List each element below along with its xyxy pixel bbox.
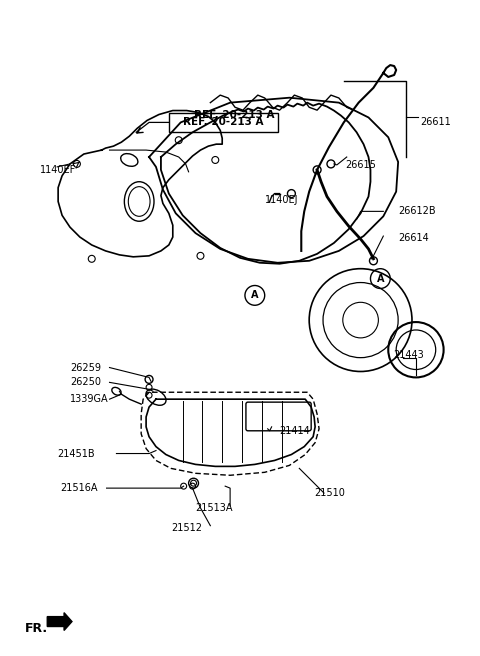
Text: 21516A: 21516A bbox=[60, 483, 97, 493]
Polygon shape bbox=[47, 613, 72, 630]
Text: A: A bbox=[251, 291, 259, 300]
Text: 26612B: 26612B bbox=[398, 207, 436, 216]
Text: 21414: 21414 bbox=[279, 426, 310, 436]
Text: 26259: 26259 bbox=[70, 363, 101, 373]
Text: 21443: 21443 bbox=[393, 350, 424, 359]
Text: 26615: 26615 bbox=[345, 160, 376, 170]
Text: A: A bbox=[377, 274, 384, 283]
Text: 1140EJ: 1140EJ bbox=[264, 195, 298, 205]
Text: REF. 20-213 A: REF. 20-213 A bbox=[183, 117, 264, 127]
Text: FR.: FR. bbox=[24, 622, 48, 635]
Text: 26250: 26250 bbox=[70, 377, 101, 387]
Text: 21512: 21512 bbox=[171, 523, 202, 533]
Text: REF. 20-213 A: REF. 20-213 A bbox=[193, 110, 274, 119]
Text: 1140EF: 1140EF bbox=[40, 165, 77, 175]
Text: 1339GA: 1339GA bbox=[70, 394, 108, 404]
Text: 21451B: 21451B bbox=[57, 449, 95, 459]
Text: 26611: 26611 bbox=[420, 117, 451, 127]
Text: 21510: 21510 bbox=[314, 488, 345, 498]
Text: 21513A: 21513A bbox=[195, 503, 233, 513]
Text: 26614: 26614 bbox=[398, 233, 429, 243]
